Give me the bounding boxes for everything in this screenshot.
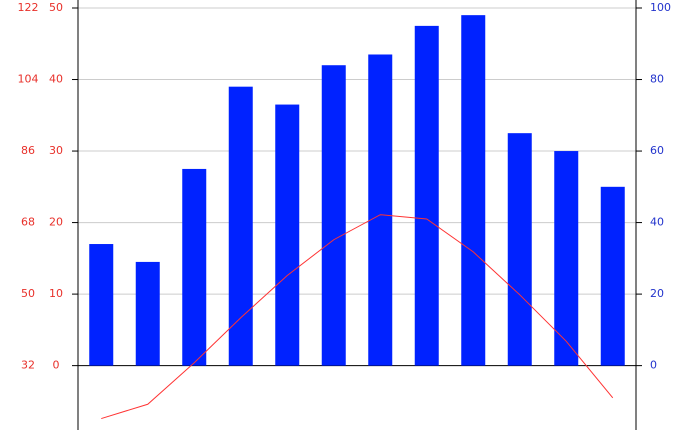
- y2-tick-label: 40: [650, 216, 664, 229]
- y3-tick-label: 50: [21, 287, 35, 300]
- y2-tick-label: 60: [650, 144, 664, 157]
- bar: [321, 65, 346, 366]
- y3-tick-label: 68: [21, 216, 35, 229]
- y3-tick-label: 122: [18, 1, 39, 14]
- bar: [554, 151, 579, 366]
- y2-tick-label: 100: [650, 1, 671, 14]
- y2-tick-label: 80: [650, 73, 664, 86]
- y-tick-label: 50: [49, 1, 63, 14]
- y3-tick-label: 104: [18, 73, 39, 86]
- bar: [507, 133, 532, 366]
- y-tick-label: 0: [53, 359, 60, 372]
- temperature-line: [101, 214, 614, 420]
- bar: [461, 15, 486, 366]
- bar: [414, 25, 439, 366]
- y-tick-label: 20: [49, 216, 63, 229]
- bar: [368, 54, 393, 366]
- bar: [275, 104, 300, 366]
- y2-tick-label: 20: [650, 287, 664, 300]
- bar: [89, 244, 114, 366]
- bar: [135, 261, 160, 366]
- y3-tick-label: 32: [21, 359, 35, 372]
- y2-tick-label: 0: [650, 359, 657, 372]
- y3-tick-label: 86: [21, 144, 35, 157]
- bar: [600, 186, 625, 366]
- y-tick-label: 10: [49, 287, 63, 300]
- bar: [182, 168, 207, 366]
- y-tick-label: 40: [49, 73, 63, 86]
- y-tick-label: 30: [49, 144, 63, 157]
- bar: [228, 86, 253, 366]
